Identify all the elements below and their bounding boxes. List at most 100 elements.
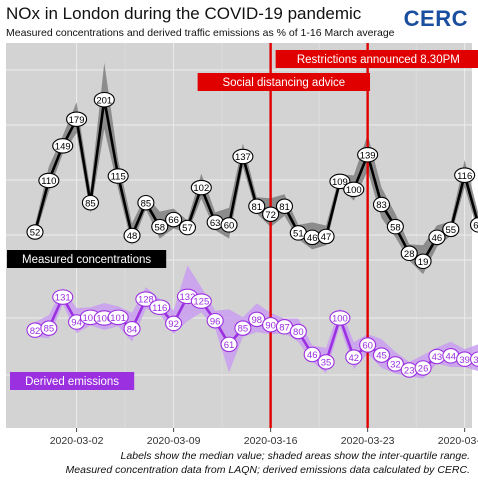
measured-value-label-bubble	[329, 173, 351, 190]
emissions-value-label: 46	[307, 350, 318, 361]
emissions-value-label: 39	[459, 355, 470, 366]
emissions-value-label: 131	[55, 293, 71, 304]
measured-value-label: 100	[346, 185, 362, 196]
measured-value-label: 19	[418, 257, 429, 268]
emissions-value-label: 43	[432, 352, 443, 363]
emissions-value-label-bubble	[52, 289, 74, 305]
emissions-value-label-bubble	[149, 299, 171, 315]
measured-value-label: 48	[127, 231, 138, 242]
emissions-value-label: 101	[110, 313, 126, 324]
x-tick-label: 2020-03-02	[50, 435, 104, 447]
measured-value-label: 109	[332, 177, 348, 188]
emissions-value-label: 87	[279, 322, 290, 333]
measured-value-label: 55	[446, 225, 457, 236]
measured-value-label-bubble	[93, 91, 115, 108]
measured-value-label: 52	[30, 228, 41, 239]
emissions-value-label-bubble	[220, 336, 238, 353]
emissions-value-label-bubble	[40, 320, 58, 336]
emissions-value-label-bubble	[165, 315, 183, 332]
event-label-box	[275, 50, 478, 68]
x-tick-label: 2020-03-30	[438, 435, 478, 447]
measured-value-label-bubble	[178, 219, 197, 236]
measured-value-label-bubble	[400, 245, 418, 262]
emissions-value-label-bubble	[372, 347, 391, 363]
measured-value-label-bubble	[372, 196, 391, 213]
caption-line-1: Labels show the median value; shaded are…	[120, 450, 470, 462]
measured-value-label: 28	[404, 249, 415, 260]
measured-value-label-bubble	[38, 172, 60, 189]
emissions-value-label-bubble	[206, 312, 224, 329]
series-labels: Measured concentrations Derived emissions	[7, 250, 167, 390]
emissions-value-label: 90	[265, 320, 276, 331]
measured-iqr-area	[35, 62, 478, 275]
emissions-value-label-bubble	[303, 346, 321, 363]
emissions-value-label: 85	[44, 324, 55, 335]
measured-value-label: 72	[265, 210, 276, 221]
emissions-value-label: 101	[83, 313, 99, 324]
emissions-value-label: 96	[210, 316, 221, 327]
x-tick-label: 2020-03-16	[244, 435, 298, 447]
measured-value-label: 137	[235, 152, 251, 163]
measured-value-label: 102	[193, 183, 209, 194]
emissions-value-label-bubble	[317, 354, 335, 370]
emissions-value-label: 60	[362, 341, 373, 352]
emissions-legend-label: Derived emissions	[25, 376, 119, 388]
emissions-value-label-bubble	[345, 349, 363, 365]
emissions-value-label: 132	[180, 292, 196, 303]
measured-value-label: 46	[432, 233, 443, 244]
emissions-value-label-bubble	[469, 351, 478, 367]
measured-value-label: 81	[279, 202, 290, 213]
emissions-value-label: 98	[251, 315, 262, 326]
measured-value-label: 179	[69, 115, 85, 126]
measured-value-label: 60	[473, 220, 478, 231]
emissions-value-label-bubble	[414, 360, 432, 376]
measured-value-label-bubble	[26, 224, 44, 240]
measured-value-label-bubble	[428, 229, 446, 246]
chart-subtitle: Measured concentrations and derived traf…	[6, 27, 395, 39]
x-tick-label: 2020-03-23	[341, 435, 395, 447]
measured-value-label-bubble	[454, 167, 476, 183]
measured-value-label: 85	[85, 198, 96, 209]
emissions-value-label: 85	[238, 324, 249, 335]
measured-value-label-bubble	[275, 198, 294, 214]
emissions-value-label: 42	[348, 353, 359, 364]
emissions-value-label: 84	[127, 324, 138, 335]
emissions-value-label: 35	[321, 357, 332, 368]
measured-value-label-bubble	[190, 179, 212, 196]
emissions-value-label: 128	[138, 295, 154, 306]
measured-value-label-bubble	[220, 217, 238, 233]
emissions-value-label: 116	[152, 303, 167, 314]
measured-value-label-bubble	[357, 146, 379, 163]
measured-value-label-bubble	[151, 218, 169, 235]
measured-value-label: 66	[168, 215, 179, 226]
emissions-value-label: 44	[446, 351, 457, 362]
measured-value-label-bubble	[66, 111, 88, 127]
event-label-box	[197, 73, 371, 91]
measured-value-label: 85	[141, 198, 152, 209]
measured-value-label-bubble	[107, 168, 129, 184]
emissions-value-label: 26	[418, 364, 429, 375]
measured-value-label: 139	[360, 150, 376, 161]
measured-value-label-bubble	[317, 228, 335, 245]
cerc-logo: CERC	[403, 6, 468, 31]
emissions-value-label: 61	[224, 340, 235, 351]
emissions-value-label-bubble	[190, 293, 212, 309]
measured-value-label-bubble	[81, 194, 99, 211]
emissions-legend-box	[10, 372, 135, 390]
measured-value-label-bubble	[123, 227, 141, 244]
measured-value-label: 58	[390, 222, 401, 233]
emissions-value-label: 100	[96, 314, 112, 325]
measured-value-label-bubble	[248, 198, 266, 214]
emissions-value-label-bubble	[234, 320, 252, 336]
measured-value-label: 57	[182, 223, 193, 234]
x-tick-label: 2020-03-09	[147, 435, 201, 447]
emissions-value-label: 45	[376, 351, 387, 362]
x-axis: 2020-03-02 2020-03-09 2020-03-16 2020-03-23…	[50, 428, 478, 447]
measured-value-label: 46	[307, 233, 318, 244]
emissions-value-label-bubble	[123, 321, 141, 337]
measured-value-label-bubble	[343, 181, 365, 198]
event-markers: Restrictions announced 8.30PM Social dist…	[197, 43, 478, 428]
